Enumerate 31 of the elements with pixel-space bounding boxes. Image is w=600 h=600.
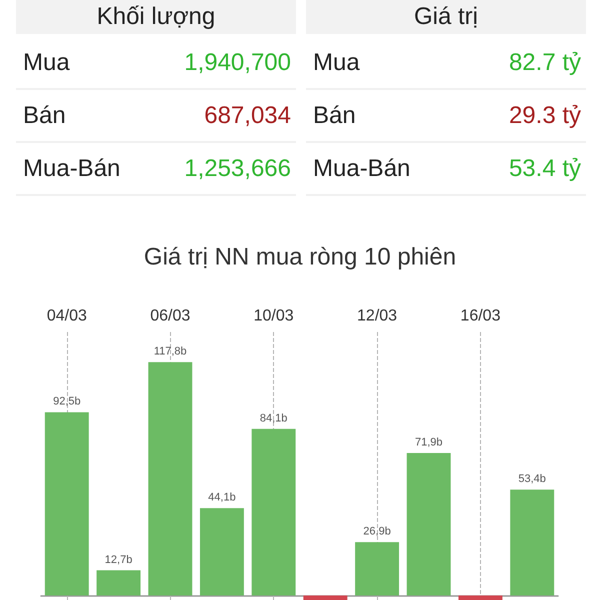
data-label: 92,5b	[53, 396, 81, 408]
category-label: Bán	[313, 102, 356, 130]
data-label: 117,8b	[154, 346, 187, 358]
x-tick-label: 16/03	[460, 308, 501, 324]
bar	[303, 595, 348, 600]
x-tick-label: 06/03	[150, 308, 190, 324]
bar	[458, 595, 502, 600]
data-label: 84,1b	[260, 412, 288, 424]
bar	[406, 453, 451, 596]
data-label: 82.7 tỷ	[508, 48, 581, 76]
data-label: 71,9b	[414, 436, 443, 449]
data-label: 12,7b	[104, 554, 132, 566]
bar	[96, 570, 141, 596]
category-label: Mua-Bán	[313, 154, 410, 182]
data-label: 53,4b	[518, 473, 546, 486]
x-tick-label: 10/03	[254, 308, 294, 324]
bar	[200, 508, 244, 596]
data-label: 26,9b	[363, 526, 391, 538]
bar	[252, 428, 296, 596]
text: Giá trị	[306, 0, 586, 34]
data-label: 44,1b	[208, 492, 236, 504]
bar	[510, 490, 554, 596]
x-tick-label: 04/03	[46, 308, 87, 324]
category-label: Mua	[313, 48, 360, 76]
bar	[355, 542, 400, 596]
bar	[44, 412, 89, 596]
data-label: 29.3 tỷ	[508, 102, 581, 130]
bar	[148, 362, 192, 596]
x-tick-label: 12/03	[357, 308, 398, 324]
chart-title: Giá trị NN mua ròng 10 phiên	[144, 244, 456, 270]
data-label: 53.4 tỷ	[508, 154, 581, 182]
